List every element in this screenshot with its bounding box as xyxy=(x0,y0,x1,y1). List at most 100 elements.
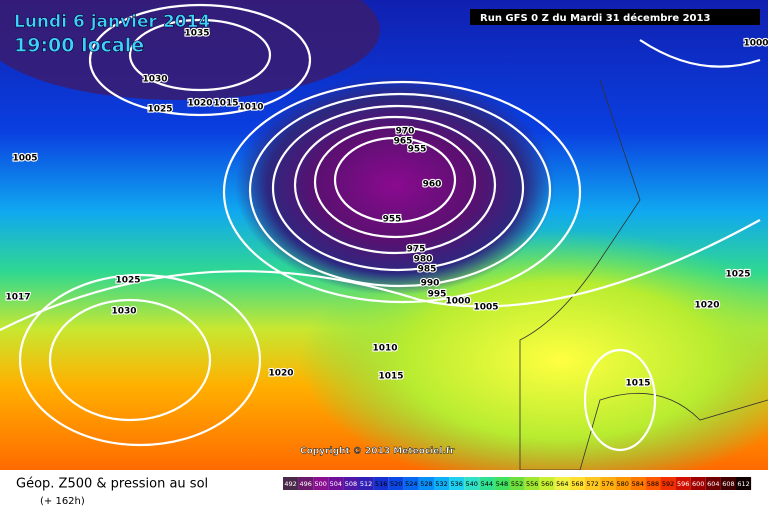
scale-swatch xyxy=(705,477,721,490)
scale-label: 576 xyxy=(601,480,613,488)
scale-label: 496 xyxy=(299,480,311,488)
isobar-label: 1005 xyxy=(12,154,37,164)
scale-label: 600 xyxy=(692,480,704,488)
scale-label: 504 xyxy=(330,480,342,488)
scale-swatch xyxy=(539,477,555,490)
scale-label: 492 xyxy=(284,480,296,488)
scale-label: 584 xyxy=(632,480,644,488)
scale-swatch xyxy=(283,477,299,490)
isobar-label: 1025 xyxy=(725,270,750,280)
scale-label: 536 xyxy=(450,480,462,488)
isobar-label: 1015 xyxy=(378,372,403,382)
scale-swatch xyxy=(630,477,646,490)
scale-label: 580 xyxy=(617,480,629,488)
scale-swatch xyxy=(569,477,585,490)
scale-swatch xyxy=(328,477,344,490)
scale-label: 564 xyxy=(556,480,568,488)
isobar-label: 1010 xyxy=(372,344,397,354)
scale-swatch xyxy=(373,477,389,490)
color-scale: 492 496 500 504 508 512 516 520 524 528 532 536 540 5… xyxy=(283,477,752,490)
isobar-label: 965 xyxy=(394,137,413,147)
forecast-time: 19:00 locale xyxy=(14,35,144,57)
scale-swatch xyxy=(403,477,419,490)
scale-label: 528 xyxy=(420,480,432,488)
scale-swatch xyxy=(434,477,450,490)
scale-label: 512 xyxy=(360,480,372,488)
scale-label: 544 xyxy=(481,480,493,488)
isobar-label: 955 xyxy=(408,145,427,155)
isobar-label: 975 xyxy=(407,245,426,255)
scale-swatch xyxy=(585,477,601,490)
copyright: Copyright © 2013 Meteociel.fr xyxy=(300,447,455,457)
scale-swatch xyxy=(645,477,661,490)
scale-label: 532 xyxy=(435,480,447,488)
scale-swatch xyxy=(479,477,495,490)
legend-title: Géop. Z500 & pression au sol xyxy=(16,477,208,492)
isobar-label: 1025 xyxy=(147,105,172,115)
scale-swatch xyxy=(720,477,736,490)
isobar-label: 960 xyxy=(423,180,442,190)
scale-swatch xyxy=(313,477,329,490)
scale-label: 588 xyxy=(647,480,659,488)
isobar-label: 1020 xyxy=(187,99,212,109)
scale-swatch xyxy=(509,477,525,490)
scale-swatch xyxy=(343,477,359,490)
scale-label: 520 xyxy=(390,480,402,488)
scale-label: 540 xyxy=(466,480,478,488)
isobar-label: 1030 xyxy=(142,75,167,85)
scale-swatch xyxy=(464,477,480,490)
isobar-label: 980 xyxy=(414,255,433,265)
isobar-label: 1015 xyxy=(625,379,650,389)
isobar-label: 955 xyxy=(383,215,402,225)
scale-swatch xyxy=(675,477,691,490)
isobar-label: 985 xyxy=(418,265,437,275)
scale-label: 612 xyxy=(737,480,749,488)
scale-label: 548 xyxy=(496,480,508,488)
isobar-label: 1020 xyxy=(694,301,719,311)
scale-swatch xyxy=(449,477,465,490)
isobar-label: 1025 xyxy=(115,276,140,286)
scale-swatch xyxy=(358,477,374,490)
scale-label: 516 xyxy=(375,480,387,488)
isobar-label: 1005 xyxy=(473,303,498,313)
scale-label: 592 xyxy=(662,480,674,488)
isobars xyxy=(0,3,761,452)
scale-swatch xyxy=(298,477,314,490)
scale-label: 500 xyxy=(315,480,327,488)
scale-swatch xyxy=(736,477,752,490)
isobar-label: 1035 xyxy=(184,29,209,39)
scale-label: 608 xyxy=(722,480,734,488)
scale-swatch xyxy=(600,477,616,490)
lead-time: (+ 162h) xyxy=(40,496,85,507)
scale-label: 524 xyxy=(405,480,417,488)
isobar-label: 1010 xyxy=(238,103,263,113)
scale-swatch xyxy=(690,477,706,490)
isobar-label: 1017 xyxy=(5,293,30,303)
isobar-label: 1030 xyxy=(111,307,136,317)
forecast-date: Lundi 6 janvier 2014 xyxy=(14,12,210,32)
scale-label: 508 xyxy=(345,480,357,488)
isobar-label: 970 xyxy=(396,127,415,137)
isobar-label: 1000 xyxy=(445,297,470,307)
isobar-label: 990 xyxy=(421,279,440,289)
scale-label: 604 xyxy=(707,480,719,488)
isobar-label: 1000 xyxy=(743,39,768,49)
scale-swatch xyxy=(388,477,404,490)
scale-label: 572 xyxy=(586,480,598,488)
scale-label: 596 xyxy=(677,480,689,488)
scale-swatch xyxy=(418,477,434,490)
scale-swatch xyxy=(660,477,676,490)
run-info: Run GFS 0 Z du Mardi 31 décembre 2013 xyxy=(480,12,710,24)
scale-label: 568 xyxy=(571,480,583,488)
scale-swatch xyxy=(524,477,540,490)
scale-label: 556 xyxy=(526,480,538,488)
scale-label: 560 xyxy=(541,480,553,488)
scale-swatch xyxy=(554,477,570,490)
isobar-label: 995 xyxy=(428,290,447,300)
isobar-label: 1020 xyxy=(268,369,293,379)
run-banner xyxy=(470,9,760,25)
scale-swatch xyxy=(494,477,510,490)
low-area xyxy=(235,75,555,295)
map xyxy=(0,0,768,490)
